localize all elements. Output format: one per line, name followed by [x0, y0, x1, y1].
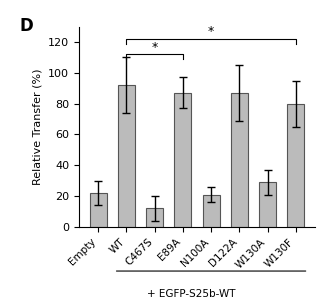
Bar: [90, 193, 107, 227]
Bar: [231, 93, 248, 227]
Bar: [118, 85, 135, 227]
Bar: [174, 93, 191, 227]
Bar: [146, 208, 163, 227]
Text: D: D: [20, 16, 34, 34]
Bar: [259, 182, 276, 227]
Text: *: *: [208, 25, 214, 38]
Text: + EGFP-S25b-WT: + EGFP-S25b-WT: [147, 289, 236, 299]
Y-axis label: Relative Transfer (%): Relative Transfer (%): [33, 68, 43, 185]
Bar: [203, 195, 219, 227]
Text: *: *: [151, 40, 158, 53]
Bar: [287, 103, 304, 227]
